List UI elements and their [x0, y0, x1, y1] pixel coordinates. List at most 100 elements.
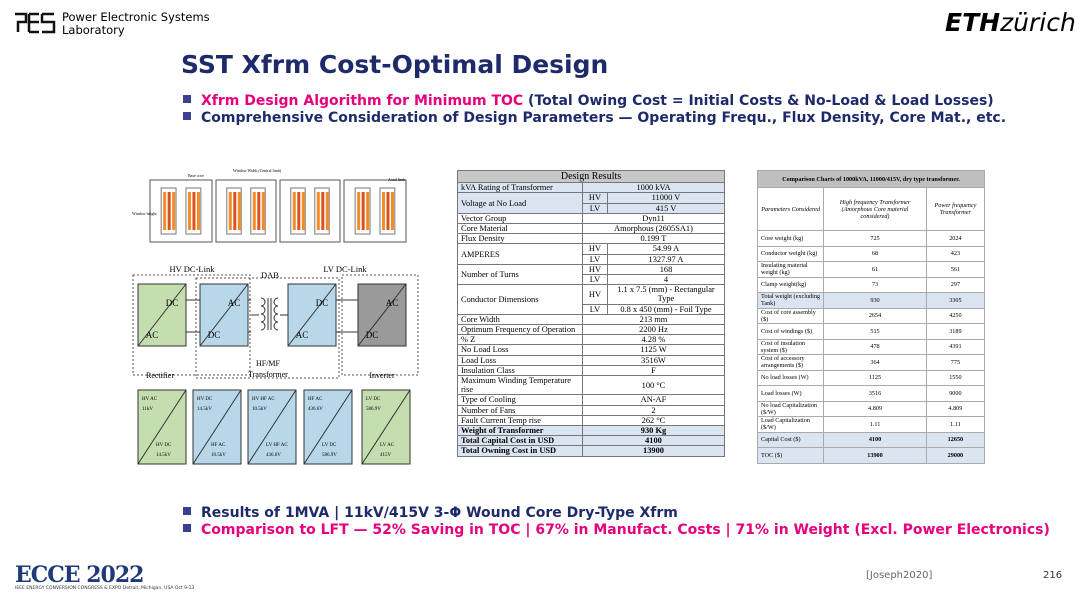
cell-value: 364: [823, 354, 927, 371]
winding: [361, 192, 365, 230]
core-label: Window Width (Central limb): [233, 168, 282, 173]
diagonal: [192, 389, 242, 465]
table-title: Design Results: [457, 169, 725, 184]
table-row: Insulation Class F: [457, 364, 726, 377]
core-label: Base core: [188, 173, 204, 178]
row-value: 11000 V: [606, 192, 726, 204]
winding: [390, 192, 394, 230]
table-title: Comparison Charts of 1000kVA, 11000/415V…: [757, 170, 985, 188]
stage-label: HF AC: [211, 443, 226, 448]
bullet-highlight: Comparison to LFT — 52% Saving in TOC | …: [201, 522, 1050, 538]
row-value: 1000 kVA: [581, 182, 726, 194]
row-value: F: [581, 364, 726, 377]
transformer-symbol: [251, 297, 288, 331]
cell-value: 725: [823, 230, 927, 247]
winding: [192, 192, 196, 230]
cell-value: 4391: [925, 338, 986, 355]
title-row: Comparison Charts of 1000kVA, 11000/415V…: [757, 170, 985, 188]
winding: [321, 192, 325, 230]
cell-value: 423: [925, 245, 986, 262]
row-label: Insulation Class: [457, 364, 583, 377]
row-label: Maximum Winding Temperature rise: [457, 375, 583, 396]
cell-value: 4250: [925, 307, 986, 324]
row-value: 1.1 x 7.5 (mm) - Rectangular Type: [606, 284, 726, 305]
stage-label: 436.6V: [308, 407, 323, 412]
table-row: % Z 4.28 %: [457, 334, 726, 346]
cell-value: 9000: [925, 385, 986, 402]
bullet: Results of 1MVA | 11kV/415V 3-Φ Wound Co…: [183, 505, 678, 521]
row-label: Number of Fans: [457, 404, 583, 416]
table-row: Core Width 213 mm: [457, 313, 726, 326]
winding: [163, 192, 167, 230]
cell-value: 3516: [823, 385, 927, 402]
row-label: Capital Cost ($): [756, 431, 825, 448]
converter-name: Inverter: [369, 371, 395, 380]
design-results-table: Design Results kVA Rating of Transformer 1…: [457, 169, 726, 457]
row-value: 930 Kg: [581, 425, 726, 437]
row-value: 4.28 %: [581, 334, 726, 346]
cell-value: 3305: [925, 292, 986, 309]
cell-value: 515: [823, 323, 927, 340]
table-row: LV 4: [458, 274, 726, 286]
cell-value: 73: [823, 276, 927, 293]
table-row: Insulating material weight (kg) 61 561: [756, 261, 986, 278]
stage-label: 586.9V: [366, 407, 381, 412]
cell-value: 4.809: [823, 400, 927, 417]
row-value: 13900: [581, 445, 726, 457]
winding: [386, 192, 390, 230]
link-label: HV DC-Link: [170, 264, 216, 274]
table-row: No load Capitalization ($/W) 4.809 4.809: [756, 400, 986, 417]
diagonal: [361, 389, 411, 465]
row-label: No load losses (W): [756, 369, 825, 386]
row-value: 168: [606, 263, 726, 276]
pes-logo: [15, 12, 56, 34]
diagonal: [287, 283, 337, 347]
bullet-text: (Total Owing Cost = Initial Costs & No-L…: [523, 93, 994, 109]
eth: ETH: [945, 8, 1001, 37]
row-value: 2: [581, 404, 726, 416]
row-label: Total Owning Cost in USD: [457, 445, 583, 457]
cell-value: 4100: [823, 431, 927, 448]
stage-label: HV DC: [197, 397, 213, 402]
link-label: DAB: [261, 270, 279, 280]
lab-line: Power Electronic Systems: [62, 10, 210, 24]
winding: [172, 192, 176, 230]
stage-label: HV DC: [156, 443, 172, 448]
cell-value: 29000: [925, 447, 986, 464]
row-value: 100 °C: [581, 375, 726, 396]
stage-label: HF AC: [308, 397, 323, 402]
table-row: Vector Group Dyn11: [457, 212, 726, 225]
table-row: TOC ($) 13900 29000: [756, 447, 986, 464]
stage-label: LV DC: [366, 397, 381, 402]
converter-port: AC: [296, 330, 309, 340]
table-row: kVA Rating of Transformer 1000 kVA: [457, 182, 726, 194]
table-row: Optimum Frequency of Operation 2200 Hz: [457, 324, 726, 336]
table-row: LV 1327.97 A: [458, 253, 726, 265]
core: [215, 179, 277, 243]
converter-figure: Base core Window Width (Central limb) Ax…: [132, 168, 419, 465]
winding: [297, 192, 301, 230]
converter-name: Rectifier: [146, 371, 174, 380]
row-label: Vector Group: [457, 212, 583, 225]
cell-value: 297: [925, 276, 986, 293]
row-value: AN-AF: [581, 394, 726, 406]
row-label: Voltage at No Load: [457, 192, 583, 214]
row-label: Load Loss: [457, 354, 583, 366]
table-row: Core weight (kg) 725 2024: [756, 230, 986, 247]
table-row: Number of Fans 2: [457, 404, 726, 416]
row-label: kVA Rating of Transformer: [457, 182, 583, 194]
row-label: Fault Current Temp rise: [457, 414, 583, 427]
table-row: Fault Current Temp rise 262 °C: [457, 414, 726, 427]
converter-port: AC: [146, 330, 159, 340]
row-label: Load losses (W): [756, 385, 825, 402]
core: [343, 179, 407, 243]
row-label: Optimum Frequency of Operation: [457, 324, 583, 336]
row-label: % Z: [457, 334, 583, 346]
core-label: Window height: [132, 211, 158, 216]
row-value: 4100: [581, 435, 726, 447]
diagonal: [247, 389, 297, 465]
cell-value: 2654: [823, 307, 927, 324]
row-label: TOC ($): [756, 447, 825, 464]
